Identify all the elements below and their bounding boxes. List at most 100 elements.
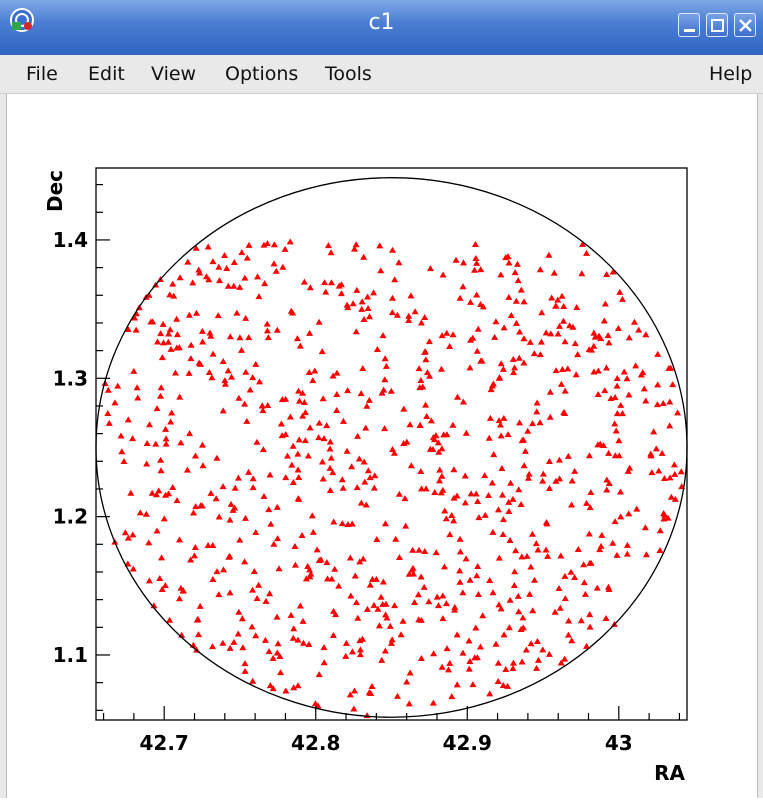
data-point [603, 476, 611, 483]
data-point [522, 646, 530, 653]
data-point [155, 487, 163, 494]
data-point [356, 651, 364, 658]
plot-canvas[interactable]: 42.7 42.8 42.9 43 1.1 1.2 1.3 1.4 RA Dec [0, 94, 763, 798]
close-icon [739, 19, 752, 32]
data-point [637, 371, 645, 378]
data-point [221, 252, 229, 259]
menu-help[interactable]: Help [709, 63, 753, 85]
data-point [335, 282, 343, 289]
data-point [517, 286, 525, 293]
data-point [586, 559, 594, 566]
close-button[interactable] [734, 13, 756, 37]
data-point [666, 422, 674, 429]
data-point [305, 368, 313, 375]
data-point [403, 678, 411, 685]
data-point [306, 424, 314, 431]
data-point [545, 484, 553, 491]
data-point [234, 630, 242, 637]
data-point [512, 547, 520, 554]
data-point [451, 606, 459, 613]
data-point [583, 642, 591, 649]
data-point [667, 364, 675, 371]
data-point [417, 377, 425, 384]
data-point [276, 652, 284, 659]
data-point [296, 602, 304, 609]
data-point [287, 611, 295, 618]
data-point [557, 380, 565, 387]
data-point [670, 461, 678, 468]
data-point [255, 293, 263, 300]
data-point [426, 372, 434, 379]
menu-options[interactable]: Options [225, 63, 299, 85]
data-point [421, 314, 429, 321]
data-point [124, 325, 132, 332]
menu-file[interactable]: File [26, 63, 58, 85]
data-point [459, 589, 467, 596]
data-point [440, 563, 448, 570]
data-point [561, 338, 569, 345]
data-point [441, 507, 449, 514]
data-point [301, 409, 309, 416]
data-point [362, 501, 370, 508]
data-point [216, 277, 224, 284]
data-point [363, 712, 371, 719]
data-point [555, 456, 563, 463]
y-tick-label: 1.3 [53, 366, 88, 390]
data-point [656, 547, 664, 554]
data-point [597, 542, 605, 549]
data-point [625, 391, 633, 398]
data-point [604, 583, 612, 590]
menu-edit[interactable]: Edit [88, 63, 125, 85]
maximize-button[interactable] [706, 13, 728, 37]
data-point [669, 381, 677, 388]
data-point [129, 565, 137, 572]
data-point [242, 368, 250, 375]
data-point [358, 298, 366, 305]
data-point [351, 572, 359, 579]
data-point [183, 466, 191, 473]
data-point [239, 644, 247, 651]
data-point [209, 576, 217, 583]
title-bar[interactable]: c1 [0, 0, 763, 55]
data-point [443, 645, 451, 652]
data-point [671, 495, 679, 502]
data-point [443, 431, 451, 438]
menu-tools[interactable]: Tools [325, 63, 372, 85]
data-point [361, 478, 369, 485]
data-point [259, 446, 267, 453]
data-point [442, 515, 450, 522]
data-point [594, 367, 602, 374]
data-point [411, 308, 419, 315]
data-point [423, 413, 431, 420]
data-point [273, 649, 281, 656]
data-point [476, 643, 484, 650]
data-point [494, 678, 502, 685]
data-point [266, 590, 274, 597]
menu-view[interactable]: View [151, 63, 197, 85]
data-point [294, 682, 302, 689]
data-point [364, 467, 372, 474]
data-point [304, 452, 312, 459]
data-point [282, 474, 290, 481]
data-point [269, 654, 277, 661]
data-point [520, 462, 528, 469]
data-point [198, 327, 206, 334]
data-point [145, 539, 153, 546]
data-point [650, 428, 658, 435]
data-point [579, 240, 587, 247]
data-point [583, 499, 591, 506]
data-point [586, 504, 594, 511]
x-axis-label: RA [654, 761, 685, 785]
data-point [266, 471, 274, 478]
data-point [366, 313, 374, 320]
data-point [105, 419, 113, 426]
data-point [423, 369, 431, 376]
minimize-button[interactable] [678, 13, 700, 37]
data-point [536, 419, 544, 426]
data-point [249, 374, 257, 381]
data-point [486, 414, 494, 421]
data-point [246, 386, 254, 393]
data-point [500, 324, 508, 331]
data-point [505, 507, 513, 514]
